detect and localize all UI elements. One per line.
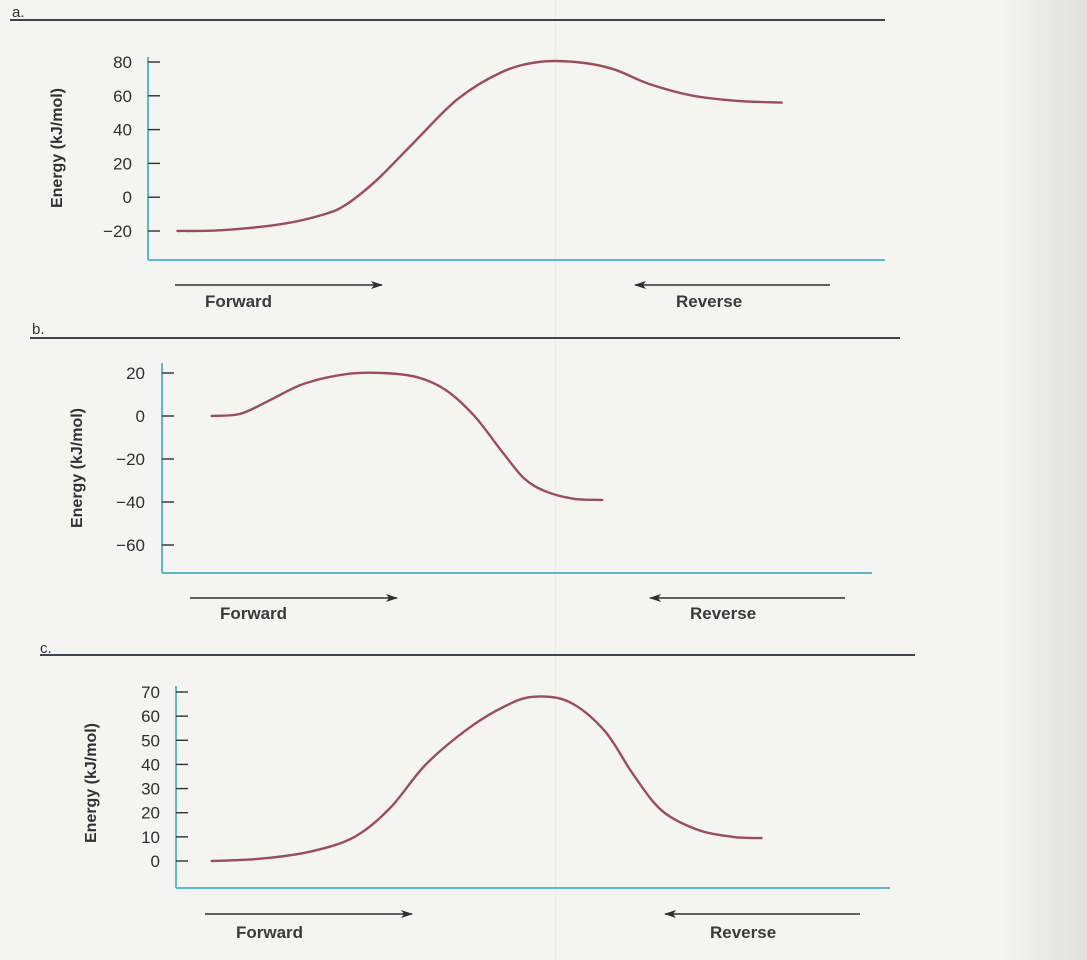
panel-a-forward-label: Forward xyxy=(205,292,272,311)
panel-a-label: a. xyxy=(12,4,25,21)
panel-a-energy-curve xyxy=(178,61,782,231)
panel-c-tick-label: 40 xyxy=(141,755,160,774)
panel-c-energy-curve xyxy=(212,696,762,861)
panel-b-label: b. xyxy=(32,321,45,338)
panel-a-tick-label: 80 xyxy=(113,53,132,72)
panel-b-tick-label: −60 xyxy=(116,536,145,555)
panel-a-y-axis-label: Energy (kJ/mol) xyxy=(49,88,66,208)
panel-a-tick-label: −20 xyxy=(103,222,132,241)
panel-b-y-axis-label: Energy (kJ/mol) xyxy=(69,408,86,528)
panel-a-reverse-label: Reverse xyxy=(676,292,742,311)
panel-c-tick-label: 20 xyxy=(141,804,160,823)
panel-c-tick-label: 50 xyxy=(141,731,160,750)
panel-b-tick-label: −20 xyxy=(116,450,145,469)
panel-c-tick-label: 70 xyxy=(141,683,160,702)
panel-b-forward-label: Forward xyxy=(220,604,287,623)
panel-c-reverse-label: Reverse xyxy=(710,923,776,942)
panel-c-y-axis-label: Energy (kJ/mol) xyxy=(83,723,100,843)
panel-b-reverse-label: Reverse xyxy=(690,604,756,623)
panel-a-tick-label: 20 xyxy=(113,154,132,173)
panel-c-forward-label: Forward xyxy=(236,923,303,942)
panel-c-tick-label: 30 xyxy=(141,780,160,799)
panel-a-tick-label: 40 xyxy=(113,121,132,140)
panel-b-tick-label: 20 xyxy=(126,364,145,383)
panel-c-tick-label: 60 xyxy=(141,707,160,726)
panel-b-tick-label: −40 xyxy=(116,493,145,512)
panel-a-tick-label: 0 xyxy=(123,188,132,207)
panel-c-label: c. xyxy=(40,640,52,657)
panel-c-tick-label: 0 xyxy=(151,852,160,871)
panel-c-tick-label: 10 xyxy=(141,828,160,847)
panel-a-tick-label: 60 xyxy=(113,87,132,106)
panel-b-energy-curve xyxy=(212,373,603,500)
panel-b-tick-label: 0 xyxy=(136,407,145,426)
